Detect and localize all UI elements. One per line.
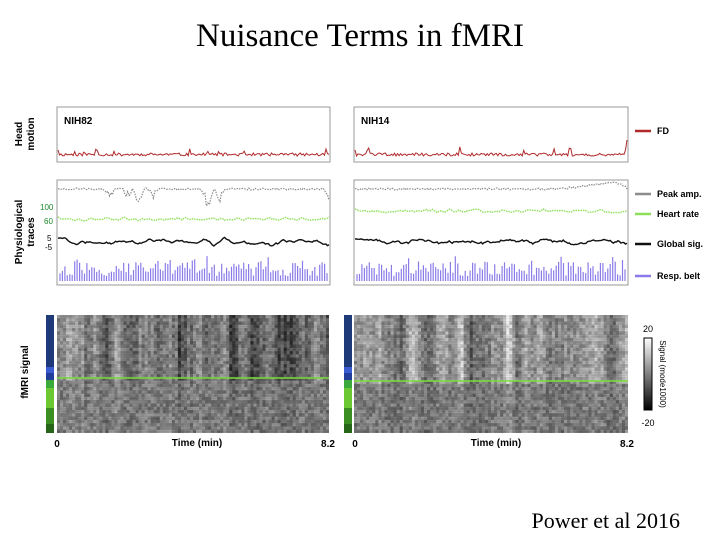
gs-tick-minus5: -5 (45, 243, 53, 252)
fmri-carpet-left (57, 315, 329, 433)
peak-amp-trace-left (57, 187, 330, 208)
colorbar-min: -20 (641, 418, 654, 428)
legend-label-peak-amp: Peak amp. (657, 189, 702, 199)
time-start-right: 0 (352, 439, 358, 450)
time-end-left: 8.2 (321, 439, 335, 450)
head-motion-panel-left (56, 106, 331, 163)
subject-label-left: NIH82 (64, 116, 93, 127)
slide-title: Nuisance Terms in fMRI (196, 18, 524, 54)
legend-resp-belt: Resp. belt (635, 271, 700, 281)
fd-trace-left (57, 147, 330, 158)
legend-fd: FD (635, 126, 669, 136)
physio-panel-left (56, 179, 331, 286)
legend: FD Peak amp. Heart rate Global sig. Resp… (635, 126, 703, 281)
legend-label-fd: FD (657, 126, 669, 136)
row-label-motion: motion (26, 117, 37, 150)
row-label-head-motion: Head motion (14, 117, 37, 150)
fmri-carpet-right (354, 315, 628, 433)
heart-rate-trace-left (57, 216, 330, 222)
row-label-physio: Physiological traces (14, 200, 37, 265)
legend-label-global-sig: Global sig. (657, 239, 703, 249)
colorbar: 20 -20 Signal (mode1000) (641, 324, 667, 428)
row-label-fmri: fMRI signal (20, 345, 31, 399)
hr-tick-100: 100 (40, 203, 54, 212)
row-label-physiological: Physiological (14, 200, 25, 265)
time-start-left: 0 (54, 439, 60, 450)
legend-global-sig: Global sig. (635, 239, 703, 249)
legend-heart-rate: Heart rate (635, 209, 699, 219)
global-sig-trace-left (57, 236, 330, 247)
trace-layer (57, 139, 628, 281)
row-label-head: Head (14, 122, 25, 146)
legend-label-heart-rate: Heart rate (657, 209, 699, 219)
hr-tick-60: 60 (44, 217, 53, 226)
global-sig-trace-right (355, 238, 628, 246)
time-axis-label-left: Time (min) (172, 438, 222, 449)
resp-belt-trace-left (59, 256, 328, 281)
colorbar-max: 20 (643, 324, 653, 334)
gs-tick-5: 5 (47, 234, 52, 243)
heart-rate-trace-right (354, 208, 628, 214)
colorbar-label: Signal (mode1000) (658, 340, 667, 408)
time-axis-label-right: Time (min) (471, 438, 521, 449)
physio-panel-right (353, 179, 629, 286)
network-strip-right (344, 315, 352, 433)
fd-trace-right (354, 139, 628, 158)
row-label-traces: traces (26, 217, 37, 247)
citation: Power et al 2016 (531, 508, 680, 533)
legend-label-resp-belt: Resp. belt (657, 271, 700, 281)
subject-label-right: NIH14 (361, 116, 390, 127)
network-strip-left (46, 315, 54, 433)
time-end-right: 8.2 (620, 439, 634, 450)
legend-peak-amp: Peak amp. (635, 189, 702, 199)
resp-belt-trace-right (356, 256, 626, 281)
